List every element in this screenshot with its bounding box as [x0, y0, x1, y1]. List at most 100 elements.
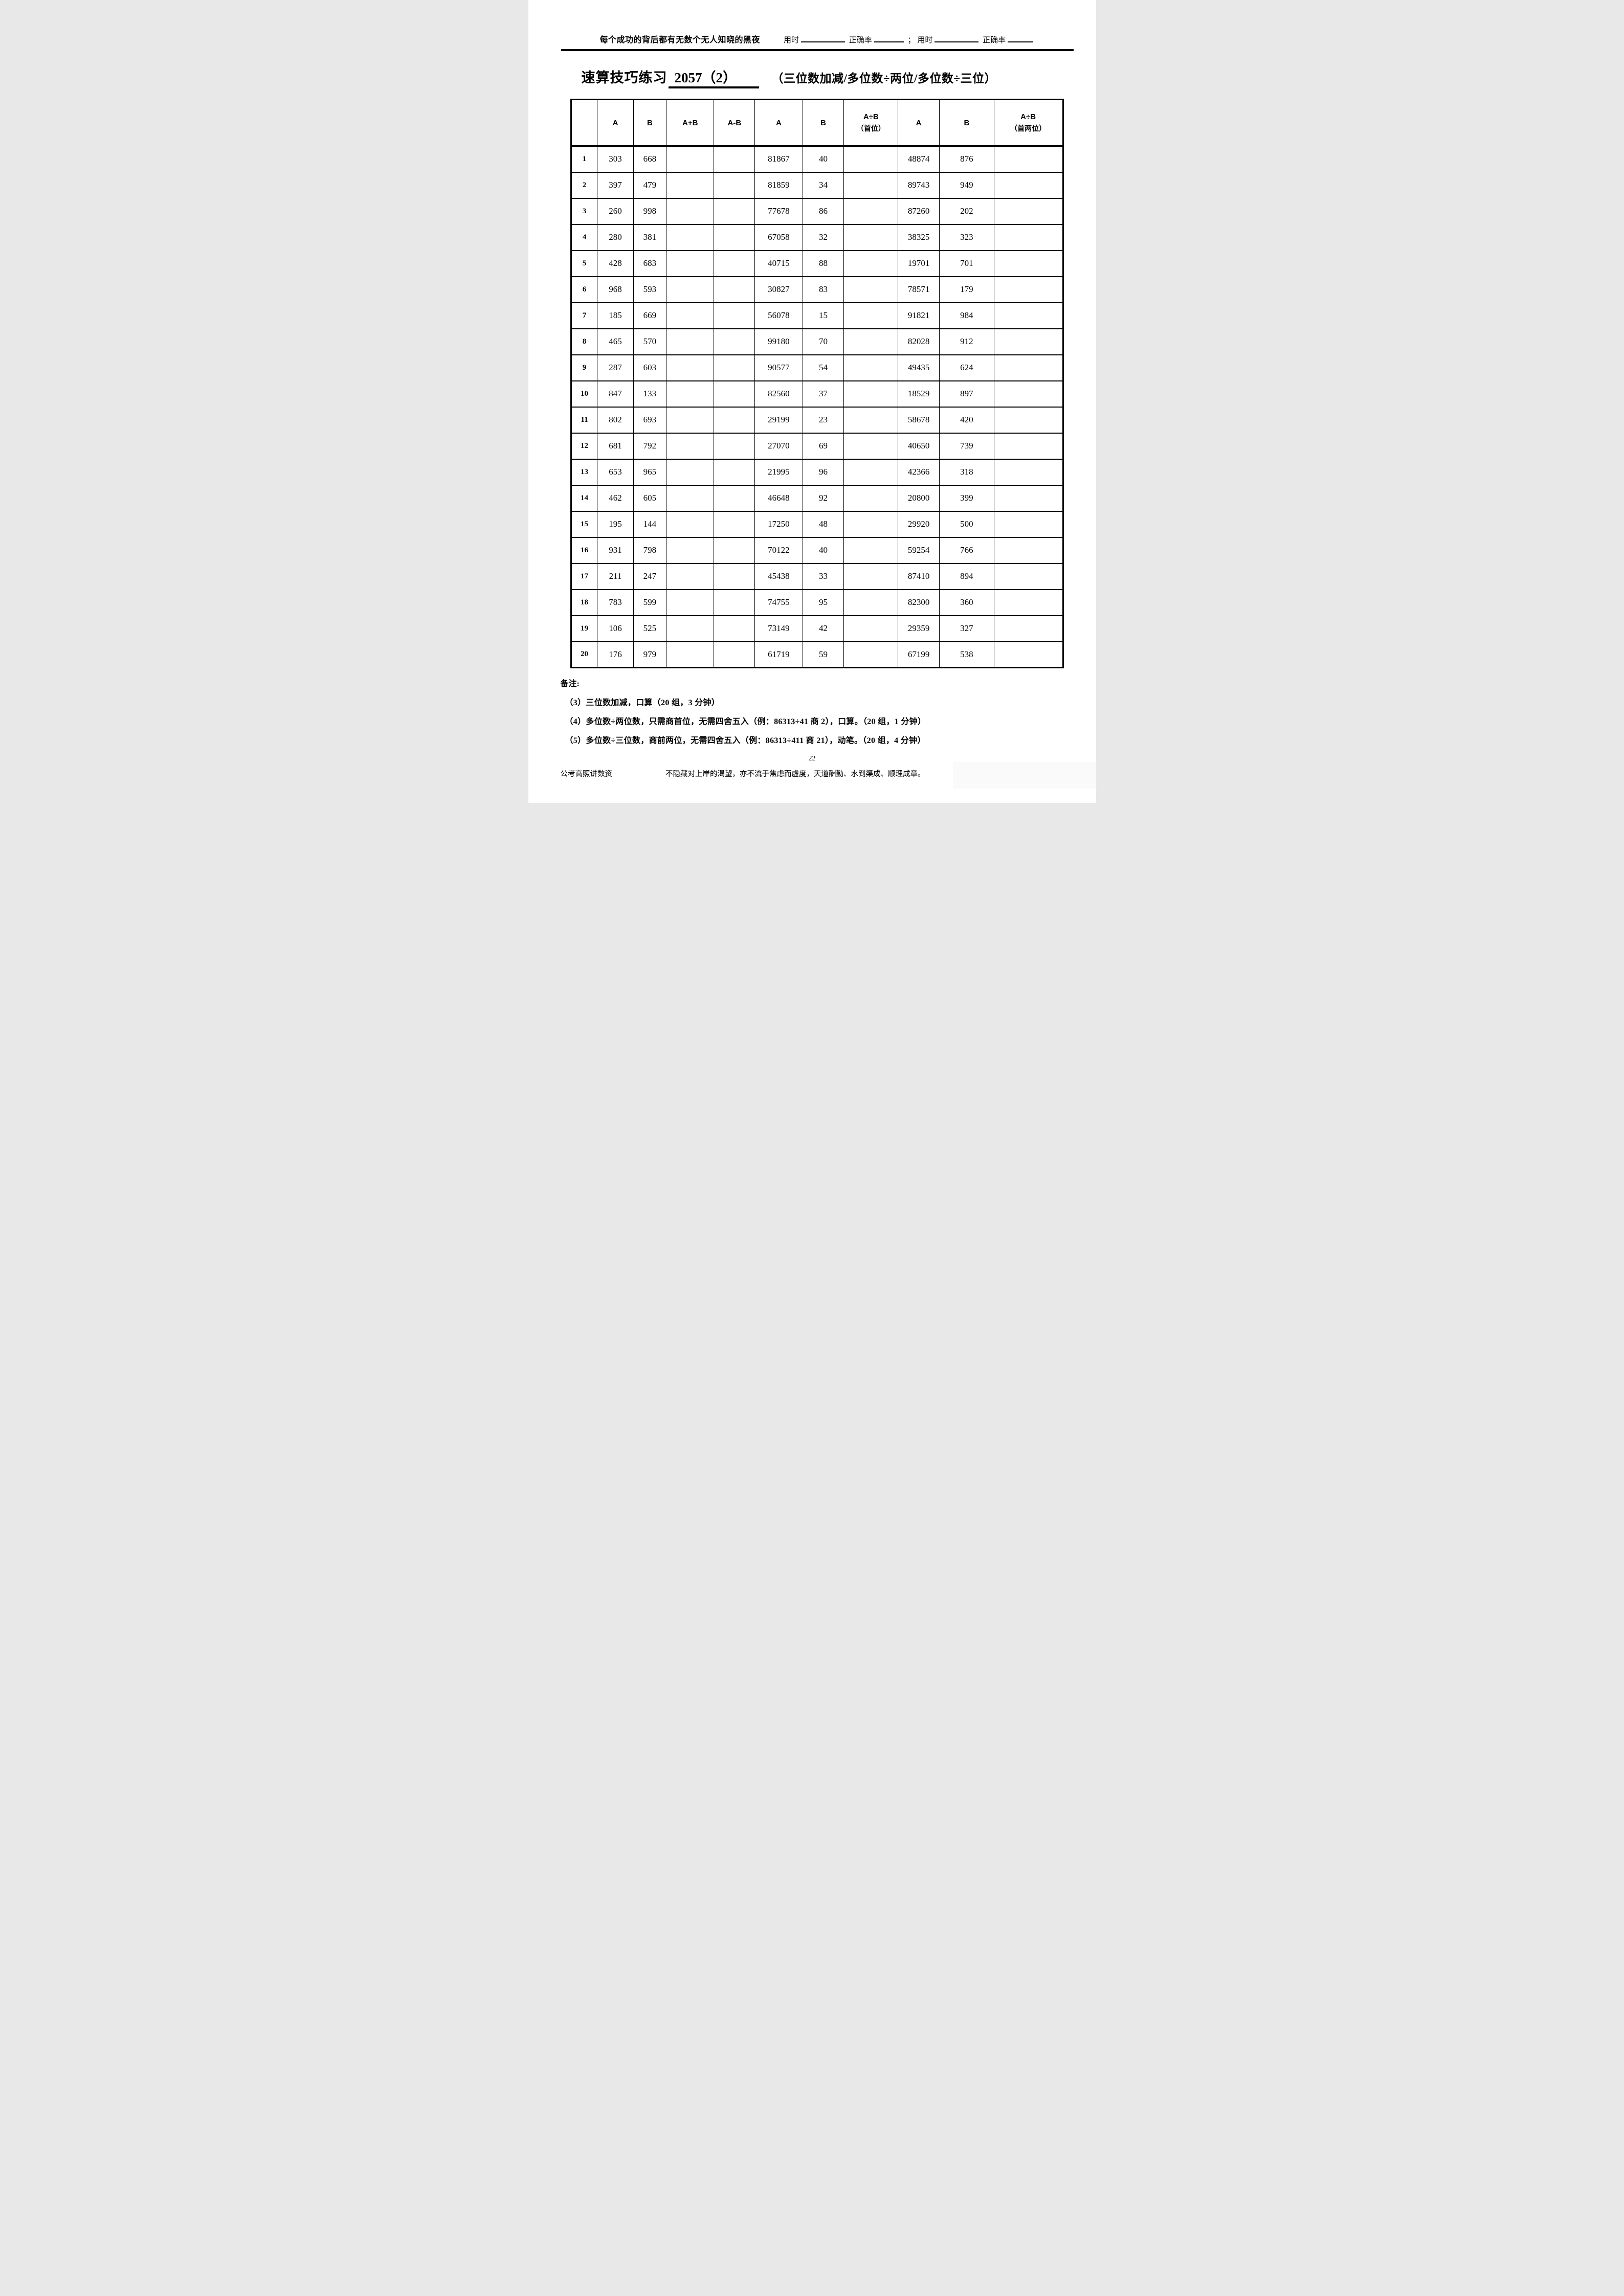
cell-value: 40715: [754, 250, 803, 277]
table-row: 10 847 133 82560 37 18529 897: [570, 380, 1063, 407]
cell-value: 303: [597, 146, 634, 172]
cell-value: 45438: [754, 563, 803, 590]
cell-blank: [666, 641, 715, 668]
cell-value: 465: [597, 328, 634, 355]
note-item-3: （3）三位数加减，口算（20 组，3 分钟）: [565, 699, 720, 707]
cell-value: 211: [597, 563, 634, 590]
row-number: 15: [570, 511, 598, 537]
header-rule: [561, 49, 1074, 51]
cell-value: 847: [597, 380, 634, 407]
column-header-a-minus-b: A-B: [714, 99, 755, 146]
cell-value: 202: [939, 198, 994, 224]
cell-value: 968: [597, 276, 634, 303]
cell-value: 984: [939, 302, 994, 329]
cell-value: 38325: [898, 224, 940, 251]
time-label-1: 用时: [784, 36, 799, 44]
column-header-a-plus-b: A+B: [666, 99, 715, 146]
cell-value: 54: [802, 354, 844, 381]
page-footer: 公考高照讲数资 不隐藏对上岸的渴望，亦不流于焦虑而虚度，天道酬勤、水到渠成、顺理…: [561, 768, 1071, 779]
cell-blank: [666, 302, 715, 329]
cell-blank: [666, 537, 715, 564]
cell-blank: [666, 146, 715, 172]
cell-blank: [714, 537, 755, 564]
note-item-5: （5）多位数÷三位数，商前两位，无需四舍五入（例：86313÷411 商 21）…: [565, 736, 926, 745]
cell-blank: [666, 407, 715, 433]
cell-blank: [714, 511, 755, 537]
table-header: A B A+B A-B A B A÷B （首位） A B A÷B （首两位）: [570, 99, 1063, 146]
cell-value: 399: [939, 485, 994, 511]
cell-blank: [993, 615, 1063, 642]
cell-value: 40650: [898, 433, 940, 459]
column-header-b2: B: [802, 99, 844, 146]
cell-value: 176: [597, 641, 634, 668]
cell-blank: [714, 485, 755, 511]
cell-blank: [714, 589, 755, 616]
cell-value: 593: [633, 276, 667, 303]
cell-value: 949: [939, 172, 994, 198]
cell-value: 500: [939, 511, 994, 537]
cell-blank: [714, 172, 755, 198]
cell-value: 42366: [898, 459, 940, 485]
row-number: 7: [570, 302, 598, 329]
row-number: 18: [570, 589, 598, 616]
cell-value: 792: [633, 433, 667, 459]
cell-value: 95: [802, 589, 844, 616]
column-header-a3: A: [898, 99, 940, 146]
watermark: [953, 762, 1096, 789]
cell-blank: [843, 407, 899, 433]
cell-blank: [843, 615, 899, 642]
cell-blank: [993, 354, 1063, 381]
row-number: 17: [570, 563, 598, 590]
cell-value: 653: [597, 459, 634, 485]
cell-value: 92: [802, 485, 844, 511]
cell-value: 40: [802, 146, 844, 172]
accuracy-label-1: 正确率: [849, 36, 872, 44]
row-number: 9: [570, 354, 598, 381]
cell-value: 29359: [898, 615, 940, 642]
cell-value: 29920: [898, 511, 940, 537]
header-fill-fields: 用时 正确率 ； 用时 正确率: [784, 34, 1035, 45]
cell-value: 91821: [898, 302, 940, 329]
row-number: 10: [570, 380, 598, 407]
header-separator: ；: [907, 36, 916, 44]
cell-blank: [843, 302, 899, 329]
cell-value: 802: [597, 407, 634, 433]
cell-value: 766: [939, 537, 994, 564]
cell-value: 21995: [754, 459, 803, 485]
cell-value: 70122: [754, 537, 803, 564]
table-row: 7 185 669 56078 15 91821 984: [570, 302, 1063, 329]
practice-table: A B A+B A-B A B A÷B （首位） A B A÷B （首两位） 1 30…: [570, 99, 1064, 668]
column-header-a-div-b-first: A÷B （首位）: [843, 99, 899, 146]
cell-blank: [666, 380, 715, 407]
cell-value: 42: [802, 615, 844, 642]
cell-value: 106: [597, 615, 634, 642]
table-row: 13 653 965 21995 96 42366 318: [570, 459, 1063, 485]
cell-blank: [993, 511, 1063, 537]
row-number: 19: [570, 615, 598, 642]
cell-value: 998: [633, 198, 667, 224]
cell-blank: [993, 433, 1063, 459]
cell-value: 70: [802, 328, 844, 355]
table-row: 19 106 525 73149 42 29359 327: [570, 615, 1063, 642]
cell-blank: [714, 302, 755, 329]
row-number: 13: [570, 459, 598, 485]
cell-value: 56078: [754, 302, 803, 329]
cell-blank: [993, 172, 1063, 198]
cell-value: 605: [633, 485, 667, 511]
cell-blank: [993, 380, 1063, 407]
cell-value: 669: [633, 302, 667, 329]
cell-value: 74755: [754, 589, 803, 616]
cell-value: 40: [802, 537, 844, 564]
cell-value: 96: [802, 459, 844, 485]
cell-value: 83: [802, 276, 844, 303]
row-number: 4: [570, 224, 598, 251]
cell-value: 179: [939, 276, 994, 303]
cell-value: 133: [633, 380, 667, 407]
cell-value: 33: [802, 563, 844, 590]
cell-blank: [843, 563, 899, 590]
cell-value: 260: [597, 198, 634, 224]
cell-value: 247: [633, 563, 667, 590]
page-header: 每个成功的背后都有无数个无人知晓的黑夜 用时 正确率 ； 用时 正确率: [600, 0, 1071, 45]
title-main: 速算技巧练习: [581, 70, 668, 85]
cell-blank: [666, 459, 715, 485]
